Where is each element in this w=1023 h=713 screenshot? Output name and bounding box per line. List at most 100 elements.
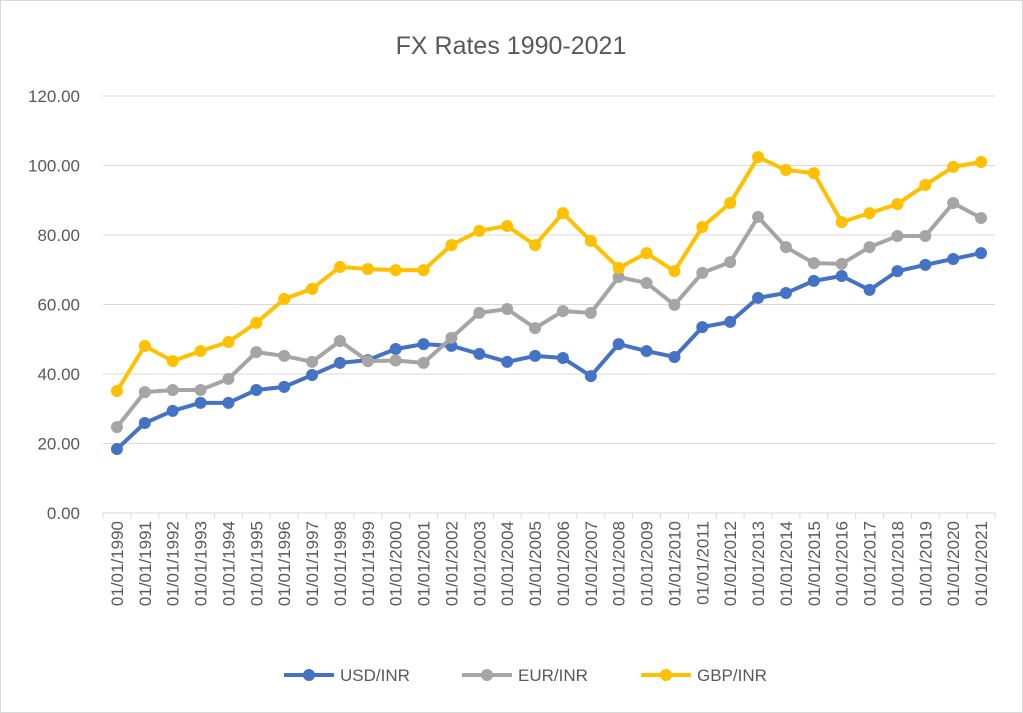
y-tick-label: 80.00 xyxy=(37,226,80,245)
data-point xyxy=(807,257,820,270)
data-point xyxy=(250,316,263,329)
x-axis-ticks: 01/01/1990 01/01/1991 01/01/1992 01/01/1993… xyxy=(102,513,996,606)
data-point xyxy=(779,241,792,254)
gridlines xyxy=(103,95,995,514)
legend: USD/INR EUR/INR GBP/INR xyxy=(284,666,767,685)
x-tick-label: 01/01/2014 xyxy=(777,521,796,606)
legend-label: GBP/INR xyxy=(697,666,767,685)
data-point xyxy=(138,416,151,429)
x-tick-label: 01/01/2012 xyxy=(721,521,740,606)
x-tick-label: 01/01/2020 xyxy=(944,521,963,606)
data-point xyxy=(640,247,653,260)
data-point xyxy=(612,338,625,351)
x-tick-label: 01/01/2004 xyxy=(498,521,517,606)
data-point xyxy=(752,210,765,223)
data-point xyxy=(835,257,848,270)
data-point xyxy=(752,291,765,304)
x-tick-label: 01/01/2011 xyxy=(693,521,712,605)
data-point xyxy=(556,305,569,318)
y-tick-label: 0.00 xyxy=(47,504,80,523)
legend-marker xyxy=(660,669,672,681)
data-point xyxy=(696,266,709,279)
y-tick-label: 120.00 xyxy=(28,87,80,106)
data-point xyxy=(333,334,346,347)
data-point xyxy=(166,383,179,396)
x-tick-label: 01/01/2018 xyxy=(888,521,907,606)
data-point xyxy=(445,331,458,344)
y-axis-ticks: 0.00 20.00 40.00 60.00 80.00 100.00 120.00 xyxy=(28,87,80,523)
legend-label: EUR/INR xyxy=(518,666,588,685)
data-point xyxy=(612,262,625,275)
data-point xyxy=(891,198,904,211)
x-tick-label: 01/01/1994 xyxy=(219,521,238,606)
data-point xyxy=(278,380,291,393)
x-tick-label: 01/01/2001 xyxy=(415,521,434,606)
data-point xyxy=(333,260,346,273)
data-point xyxy=(222,396,235,409)
data-point xyxy=(975,211,988,224)
data-point xyxy=(278,349,291,362)
data-point xyxy=(250,383,263,396)
x-tick-label: 01/01/1995 xyxy=(247,521,266,606)
data-point xyxy=(975,156,988,169)
data-point xyxy=(445,239,458,252)
x-tick-label: 01/01/2003 xyxy=(470,521,489,606)
x-tick-label: 01/01/2010 xyxy=(665,521,684,606)
data-point xyxy=(947,160,960,173)
y-tick-label: 60.00 xyxy=(37,296,80,315)
data-point xyxy=(975,247,988,260)
x-tick-label: 01/01/1991 xyxy=(136,521,155,606)
data-point xyxy=(529,349,542,362)
data-point xyxy=(361,263,374,276)
data-point xyxy=(501,303,514,316)
data-point xyxy=(166,355,179,368)
data-point xyxy=(333,356,346,369)
data-point xyxy=(696,321,709,334)
data-point xyxy=(863,283,876,296)
data-point xyxy=(724,256,737,269)
data-point xyxy=(138,339,151,352)
x-tick-label: 01/01/1998 xyxy=(331,521,350,606)
x-tick-label: 01/01/2007 xyxy=(582,521,601,606)
data-point xyxy=(919,258,932,271)
x-tick-label: 01/01/2000 xyxy=(387,521,406,606)
x-tick-label: 01/01/2016 xyxy=(833,521,852,606)
data-point xyxy=(640,345,653,358)
data-point xyxy=(919,178,932,191)
data-point xyxy=(835,270,848,283)
data-point xyxy=(110,421,123,434)
data-point xyxy=(640,276,653,289)
series-eur-inr xyxy=(110,197,988,434)
data-point xyxy=(473,224,486,237)
data-point xyxy=(556,352,569,365)
legend-label: USD/INR xyxy=(340,666,410,685)
data-point xyxy=(501,355,514,368)
series-gbp-inr xyxy=(110,151,988,398)
series-usd-inr xyxy=(110,247,988,456)
data-point xyxy=(417,264,430,277)
chart-title: FX Rates 1990-2021 xyxy=(396,32,627,60)
data-point xyxy=(807,274,820,287)
data-point xyxy=(863,207,876,220)
data-point xyxy=(250,346,263,359)
data-point xyxy=(417,338,430,351)
data-point xyxy=(835,216,848,229)
data-point xyxy=(222,372,235,385)
data-point xyxy=(891,230,904,243)
data-point xyxy=(584,370,597,383)
data-point xyxy=(473,347,486,360)
data-point xyxy=(584,234,597,247)
data-point xyxy=(612,271,625,284)
series-line xyxy=(114,251,984,452)
data-point xyxy=(807,167,820,180)
x-tick-label: 01/01/2008 xyxy=(610,521,629,606)
data-point xyxy=(947,252,960,265)
x-tick-label: 01/01/1997 xyxy=(303,521,322,606)
data-point xyxy=(306,282,319,295)
data-point xyxy=(278,292,291,305)
series-group xyxy=(110,151,988,456)
data-point xyxy=(529,322,542,335)
data-point xyxy=(752,151,765,164)
x-tick-label: 01/01/2002 xyxy=(442,521,461,606)
data-point xyxy=(529,239,542,252)
